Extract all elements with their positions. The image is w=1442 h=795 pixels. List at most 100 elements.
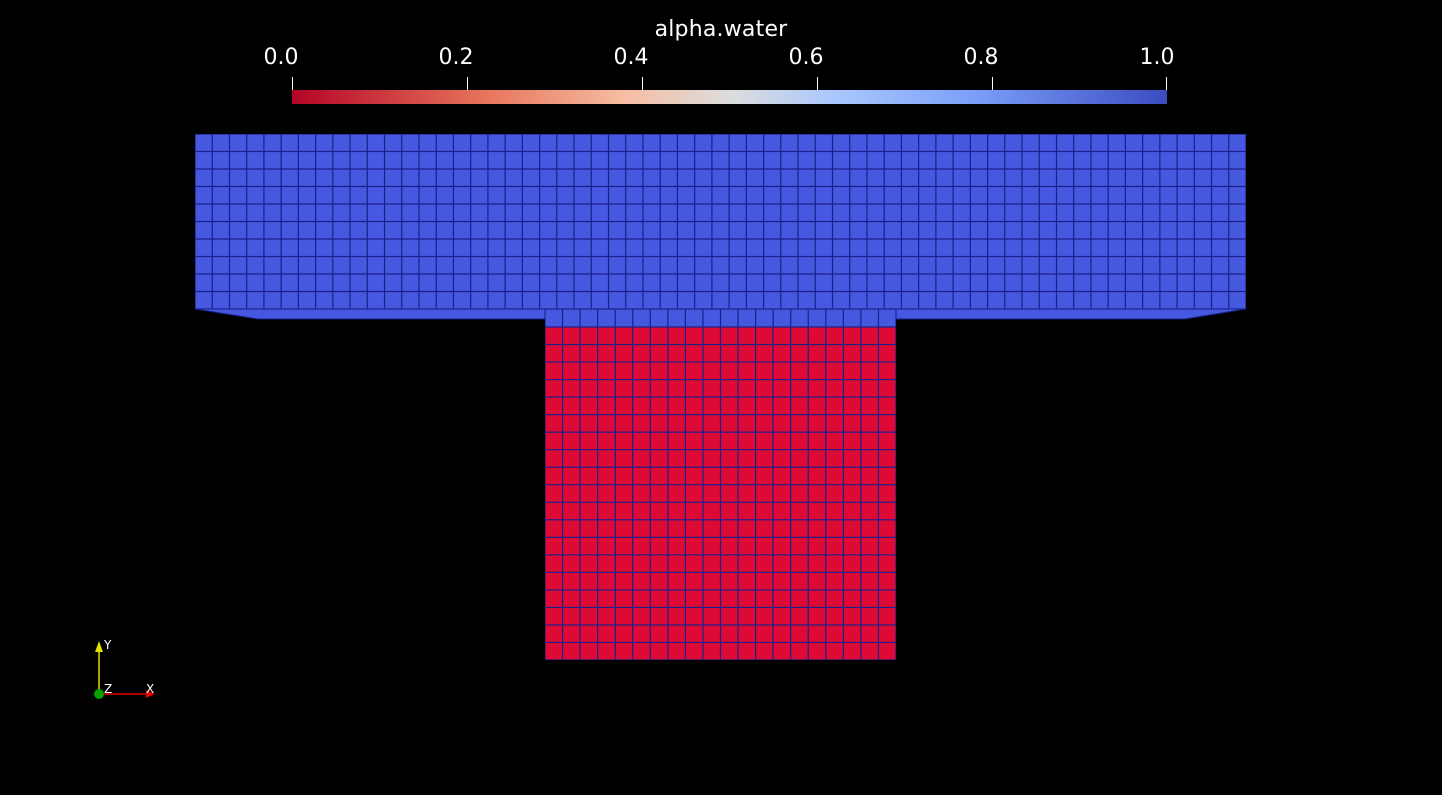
mesh-cell [678,169,695,186]
mesh-cell [808,590,826,607]
mesh-cell [791,345,808,362]
mesh-cell [815,187,832,204]
mesh-cell [1194,134,1211,151]
mesh-cell [660,222,677,239]
mesh-cell [281,169,298,186]
mesh-cell [902,204,919,221]
mesh-cell [650,397,668,415]
mesh-cell [721,309,738,327]
mesh-cell [988,169,1005,186]
mesh-cell [988,134,1005,151]
mesh-cell [721,555,738,572]
mesh-cell [1091,274,1108,291]
mesh-cell [615,502,633,520]
mesh-cell [1125,187,1143,204]
mesh-cell [764,187,781,204]
mesh-cell [798,187,815,204]
mesh-cell [712,204,729,221]
mesh-cell [615,432,633,450]
mesh-cell [350,222,367,239]
mesh-cell [1177,292,1194,309]
mesh-cell [850,134,867,151]
mesh-cell [591,134,608,151]
mesh-cell [919,169,936,186]
mesh-cell [668,643,685,660]
mesh-cell [385,292,402,309]
mesh-cell [436,222,453,239]
mesh-cell [850,187,867,204]
mesh-cell [454,257,471,274]
mesh-cell [650,362,668,379]
mesh-cell [557,169,574,186]
mesh-cell [1143,187,1160,204]
mesh-cell [879,608,896,625]
mesh-cell [861,555,878,572]
mesh-cell [264,292,281,309]
mesh-cell [540,274,557,291]
mesh-cell [264,152,281,169]
mesh-cell [936,187,953,204]
mesh-cell [1177,169,1194,186]
mesh-cell [703,432,720,450]
mesh-cell [1091,134,1108,151]
mesh-cell [791,643,808,660]
mesh-cell [773,590,791,607]
mesh-cell [660,152,677,169]
mesh-cell [598,643,615,660]
mesh-cell [626,239,643,256]
mesh-cell [580,309,598,327]
mesh-cell [1160,239,1177,256]
mesh-cell [843,362,861,379]
mesh-cell [419,222,436,239]
mesh-cell [402,292,419,309]
mesh-cell [591,204,608,221]
mesh-cell [686,362,703,379]
mesh-cell [1177,204,1194,221]
mesh-cell [1108,222,1125,239]
mesh-cell [350,292,367,309]
mesh-cell [791,397,808,415]
mesh-cell [791,467,808,485]
mesh-cell [791,537,808,555]
mesh-cell [1057,292,1074,309]
mesh-cell [953,134,970,151]
mesh-cell [557,274,574,291]
mesh-cell [660,204,677,221]
mesh-cell [643,169,660,186]
mesh-cell [879,625,896,642]
mesh-cell [454,152,471,169]
mesh-cell [712,134,729,151]
mesh-cell [557,292,574,309]
mesh-cell [633,415,650,432]
mesh-cell [230,239,247,256]
mesh-cell [861,520,878,537]
mesh-cell [919,152,936,169]
mesh-cell [505,134,522,151]
mesh-cell [721,590,738,607]
mesh-cell [316,257,333,274]
mesh-cell [953,274,970,291]
mesh-cell [808,467,826,485]
mesh-cell [522,239,539,256]
mesh-cell [843,502,861,520]
mesh-cell [1125,292,1143,309]
mesh-cell [609,134,626,151]
mesh-cell [195,239,212,256]
mesh-cell [867,257,884,274]
mesh-cell [563,362,580,379]
mesh-cell [879,502,896,520]
mesh-cell [540,292,557,309]
mesh-cell [756,415,773,432]
mesh-cell [1229,257,1246,274]
mesh-cell [264,239,281,256]
mesh-cell [609,292,626,309]
mesh-cell [402,187,419,204]
mesh-cell [264,257,281,274]
mesh-cell [333,169,350,186]
mesh-cell [867,239,884,256]
mesh-cell [1005,169,1022,186]
mesh-cell [1005,204,1022,221]
mesh-cell [281,239,298,256]
mesh-cell [298,274,316,291]
